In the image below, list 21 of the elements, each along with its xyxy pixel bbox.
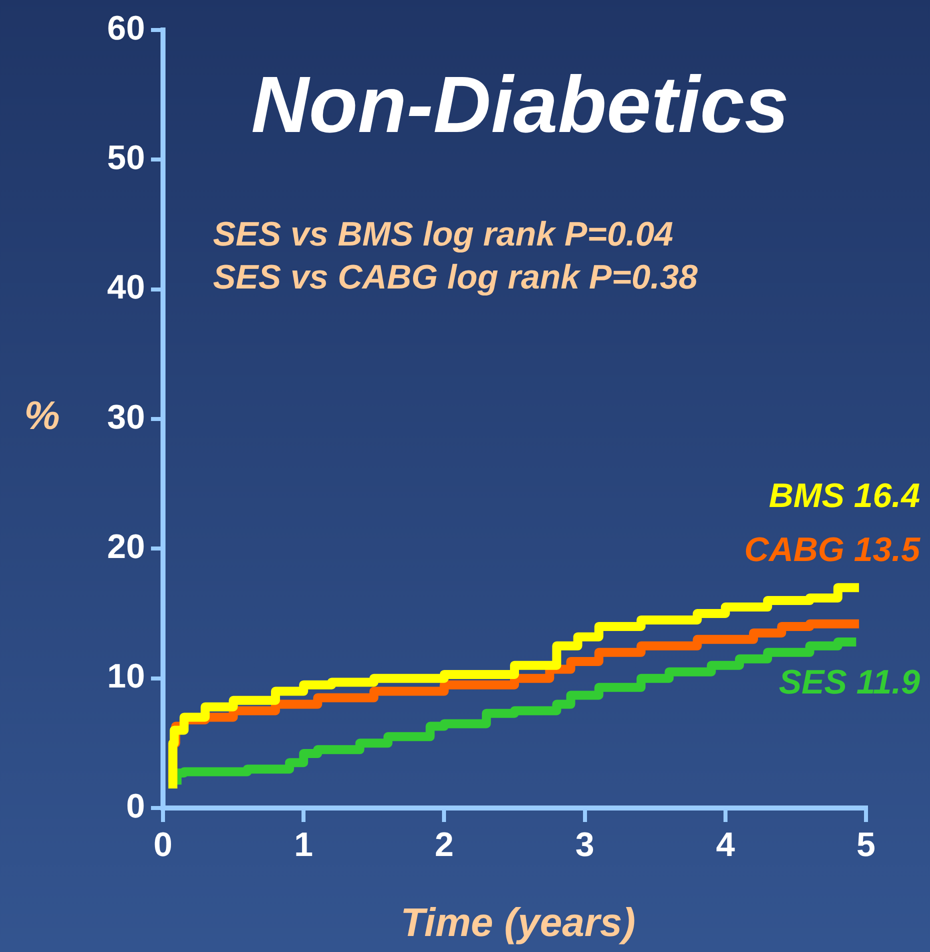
y-axis-title: % xyxy=(24,394,60,438)
y-tick-label: 10 xyxy=(107,658,145,696)
x-tick-label: 5 xyxy=(856,826,876,864)
y-tick-label: 60 xyxy=(107,9,145,48)
chart-title: Non-Diabetics xyxy=(251,60,789,150)
x-axis-title: Time (years) xyxy=(400,901,636,946)
annotation: SES vs BMS log rank P=0.04 xyxy=(213,215,674,254)
x-tick-label: 0 xyxy=(154,826,172,864)
x-tick-label: 3 xyxy=(575,826,594,864)
y-tick-label: 0 xyxy=(126,787,145,826)
x-tick-label: 1 xyxy=(294,826,314,864)
text: BMS 16.4 xyxy=(768,476,920,515)
series-label: SES 11.9 xyxy=(778,663,920,702)
annotation: SES vs CABG log rank P=0.38 xyxy=(213,258,698,296)
y-tick-label: 40 xyxy=(107,268,145,307)
y-tick-label: 30 xyxy=(107,398,145,436)
y-tick-label: 20 xyxy=(107,528,145,566)
x-tick-label: 2 xyxy=(434,826,454,864)
series-label: CABG 13.5 xyxy=(744,531,922,570)
x-tick-label: 4 xyxy=(716,826,735,864)
y-tick-label: 50 xyxy=(107,139,145,178)
